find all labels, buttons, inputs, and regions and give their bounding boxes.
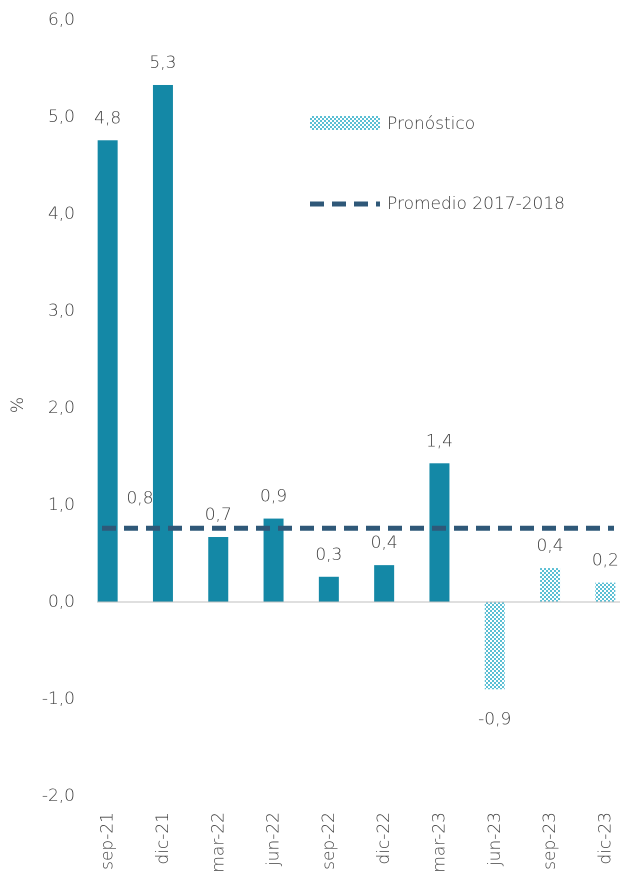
legend-label: Pronóstico: [387, 114, 475, 134]
x-tick-label: sep-23: [540, 812, 560, 870]
y-tick-label: 6,0: [48, 10, 75, 30]
data-label: 0,3: [315, 545, 342, 565]
data-label: 1,4: [426, 431, 453, 451]
legend-swatch: [310, 116, 380, 130]
y-tick-label: 5,0: [48, 107, 75, 127]
y-tick-label: 0,0: [48, 592, 75, 612]
x-tick-label: dic-22: [374, 812, 394, 865]
y-tick-label: 4,0: [48, 204, 75, 224]
bar: [374, 565, 395, 602]
data-label: 0,7: [205, 505, 232, 525]
data-label: 0,2: [592, 551, 619, 571]
y-tick-label: -1,0: [42, 689, 75, 709]
y-tick-label: 2,0: [48, 398, 75, 418]
bar: [208, 537, 229, 602]
reference-label: 0,8: [126, 488, 153, 508]
x-tick-label: jun-23: [485, 812, 505, 867]
y-tick-label: -2,0: [42, 786, 75, 806]
x-tick-label: mar-23: [429, 812, 449, 873]
data-label: -0,9: [478, 709, 511, 729]
data-label: 4,8: [94, 108, 121, 128]
x-tick-label: mar-22: [208, 812, 228, 873]
data-label: 0,4: [537, 536, 564, 556]
bar: [152, 84, 173, 603]
y-tick-label: 3,0: [48, 301, 75, 321]
bar: [540, 568, 561, 602]
bar: [97, 140, 118, 602]
bar: [484, 602, 505, 690]
x-tick-label: jun-22: [264, 812, 284, 867]
data-label: 5,3: [149, 53, 176, 73]
bar: [429, 463, 450, 602]
data-label: 0,9: [260, 487, 287, 507]
x-tick-label: dic-23: [595, 812, 615, 865]
bar: [595, 582, 616, 602]
y-tick-label: 1,0: [48, 495, 75, 515]
bar: [263, 518, 284, 602]
bar: [318, 576, 339, 602]
x-tick-label: dic-21: [153, 812, 173, 865]
legend-label: Promedio 2017-2018: [387, 194, 565, 214]
x-tick-label: sep-22: [319, 812, 339, 870]
y-axis-title: %: [8, 397, 28, 413]
x-tick-label: sep-21: [98, 812, 118, 870]
data-label: 0,4: [371, 533, 398, 553]
